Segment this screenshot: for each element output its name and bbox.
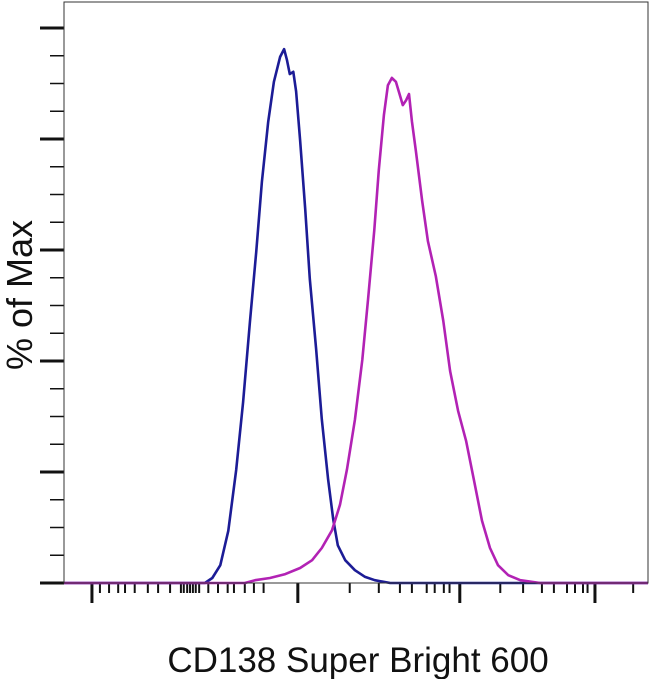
series-lines (64, 47, 648, 585)
y-axis-label: % of Max (0, 220, 40, 370)
histogram-series-2 (64, 76, 648, 585)
x-axis-label: CD138 Super Bright 600 (167, 641, 548, 679)
x-axis-ticks (90, 583, 635, 603)
plot-frame (63, 1, 649, 584)
y-axis-ticks (40, 26, 64, 585)
histogram-series-1 (64, 47, 648, 585)
